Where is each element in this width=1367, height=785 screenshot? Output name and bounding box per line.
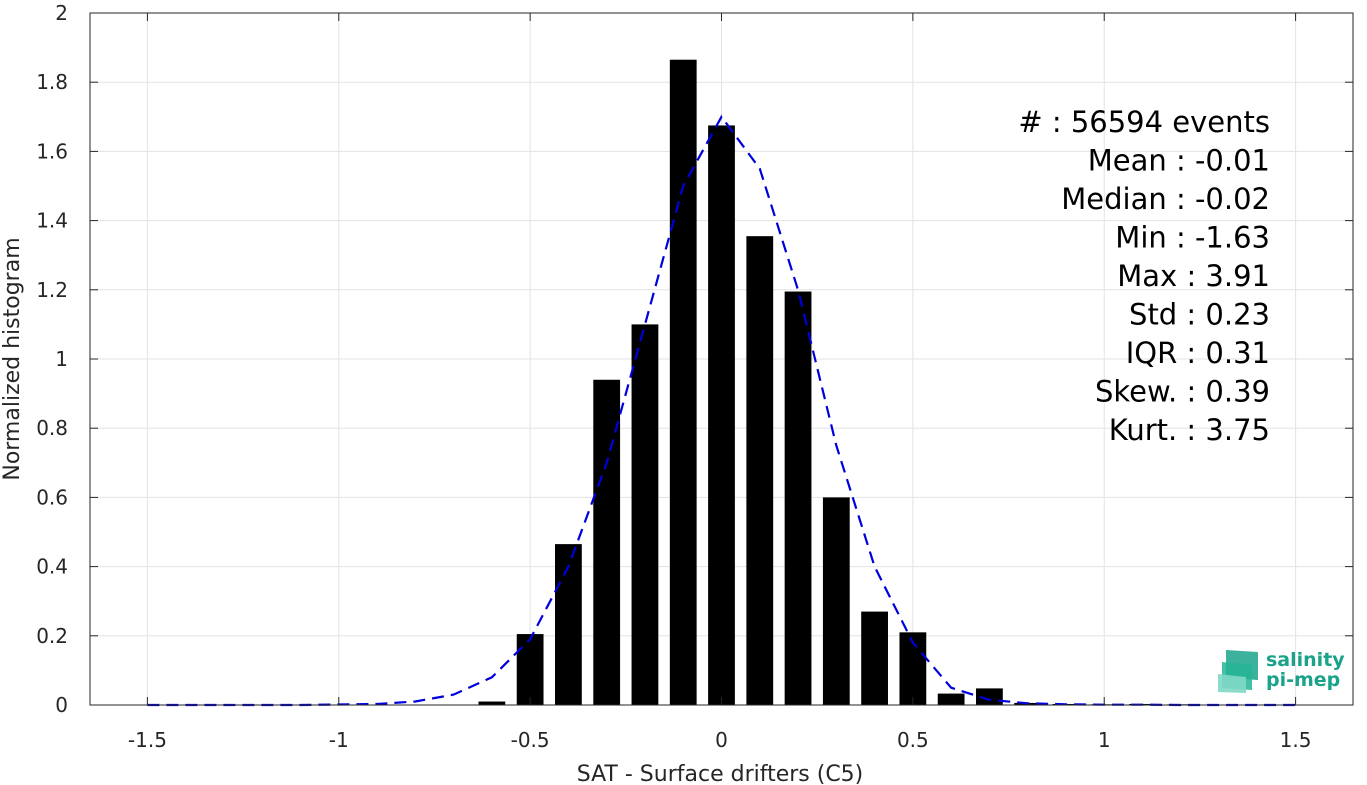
histogram-bar <box>784 291 812 705</box>
logo: salinity pi-mep <box>1218 649 1345 693</box>
y-tick-label: 1.2 <box>36 278 68 302</box>
stats-box: # : 56594 events Mean : -0.01 Median : -0.… <box>1018 105 1270 447</box>
y-tick-label: 0 <box>55 693 68 717</box>
stats-line: Std : 0.23 <box>1129 298 1270 332</box>
logo-mark-icon <box>1218 650 1258 693</box>
x-tick-label: -0.5 <box>511 728 550 752</box>
y-tick-label: 0.4 <box>36 555 68 579</box>
y-tick-label: 0.2 <box>36 624 68 648</box>
histogram-bar <box>669 59 697 705</box>
stats-line: Min : -1.63 <box>1115 221 1270 255</box>
histogram-bar <box>746 236 774 706</box>
histogram-bar <box>861 611 888 705</box>
logo-text-salinity: salinity <box>1266 649 1345 671</box>
histogram-bar <box>593 379 621 705</box>
x-tick-label: 1.5 <box>1280 728 1312 752</box>
stats-line: Kurt. : 3.75 <box>1109 413 1270 447</box>
y-tick-label: 1.8 <box>36 70 68 94</box>
y-tick-labels: 0 0.2 0.4 0.6 0.8 1 1.2 1.4 1.6 1.8 2 <box>36 1 68 717</box>
histogram-bar <box>516 634 544 705</box>
x-tick-labels: -1.5 -1 -0.5 0 0.5 1 1.5 <box>128 728 1312 752</box>
stats-line: Median : -0.02 <box>1061 182 1270 216</box>
axis-ticks <box>90 12 1353 706</box>
histogram-bar <box>631 324 659 705</box>
y-tick-label: 1.4 <box>36 209 68 233</box>
histogram-bar <box>976 688 1003 705</box>
histogram-bar <box>899 632 927 705</box>
histogram-bar <box>555 544 582 705</box>
histogram-bar <box>822 497 850 705</box>
x-tick-label: 0.5 <box>897 728 929 752</box>
x-tick-label: -1.5 <box>128 728 167 752</box>
stats-line: Skew. : 0.39 <box>1095 375 1270 409</box>
x-tick-label: 0 <box>715 728 728 752</box>
y-tick-label: 2 <box>55 1 68 25</box>
y-tick-label: 1.6 <box>36 139 68 163</box>
y-axis-title: Normalized histogram <box>0 237 25 480</box>
stats-line: Mean : -0.01 <box>1088 144 1270 178</box>
y-tick-label: 0.6 <box>36 485 68 509</box>
logo-text-pimep: pi-mep <box>1266 669 1340 691</box>
stats-line: # : 56594 events <box>1018 105 1270 139</box>
histogram-bars <box>478 59 1271 706</box>
x-tick-label: -1 <box>329 728 349 752</box>
y-tick-label: 1 <box>55 347 68 371</box>
histogram-bar <box>708 125 735 705</box>
x-tick-label: 1 <box>1098 728 1111 752</box>
x-axis-title: SAT - Surface drifters (C5) <box>577 762 864 785</box>
histogram-bar <box>478 701 506 705</box>
histogram-bar <box>937 693 965 705</box>
stats-line: IQR : 0.31 <box>1126 336 1270 370</box>
stats-line: Max : 3.91 <box>1117 259 1270 293</box>
y-tick-label: 0.8 <box>36 416 68 440</box>
